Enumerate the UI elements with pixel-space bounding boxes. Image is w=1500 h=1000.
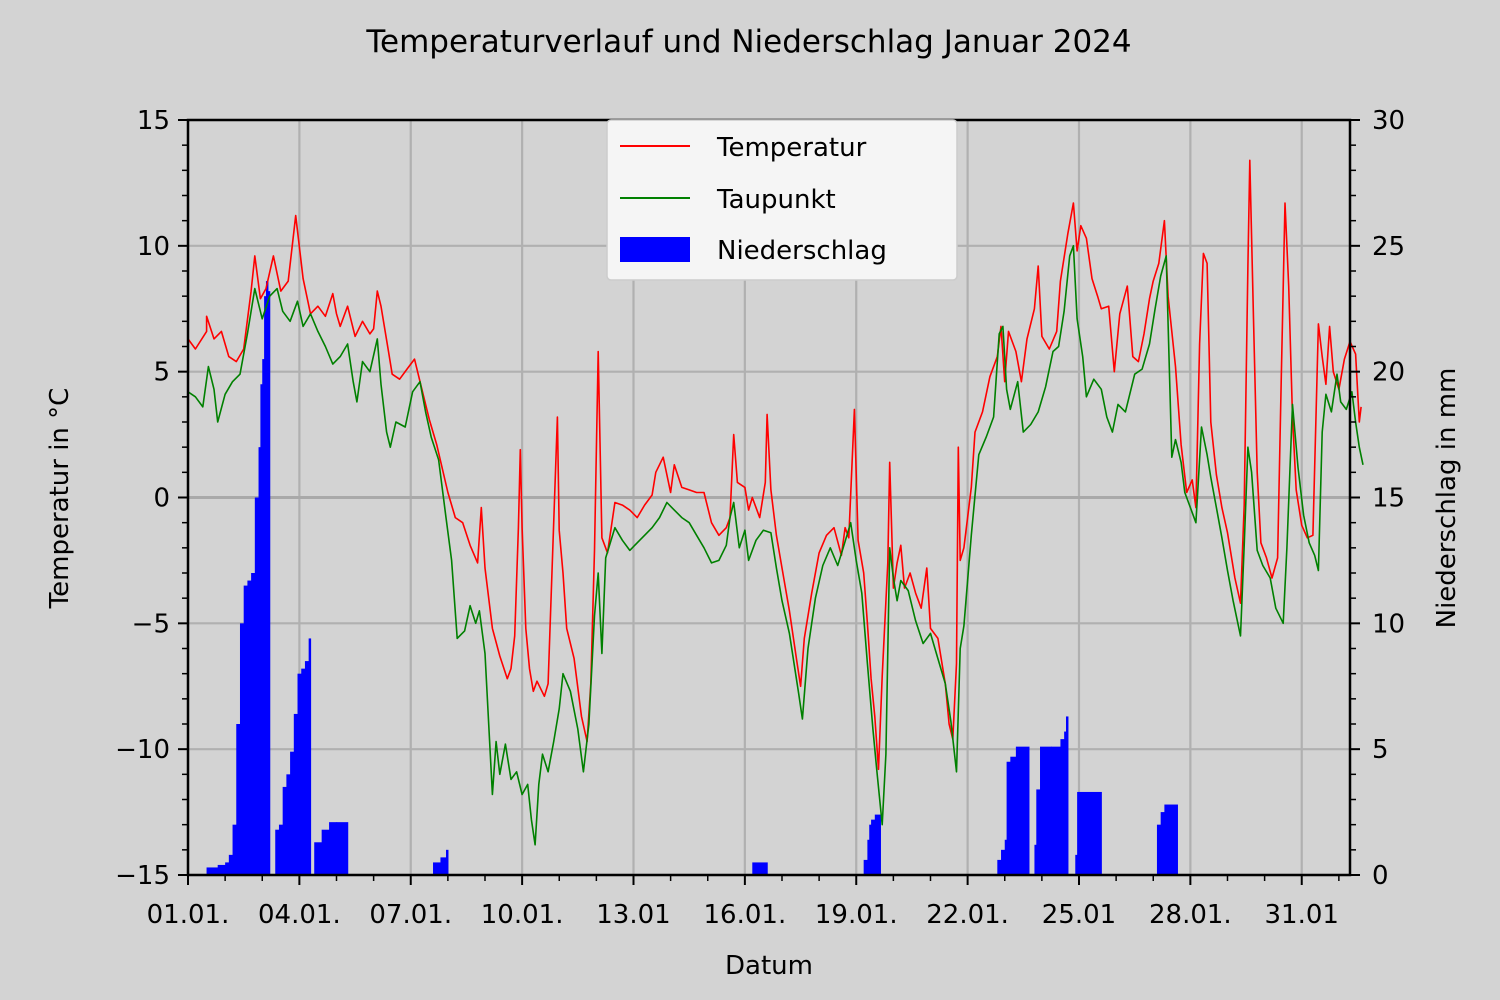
precipitation-bar (1075, 854, 1078, 875)
precipitation-bar (752, 862, 768, 875)
y-tick-label-right: 15 (1372, 484, 1405, 514)
precipitation-bar (247, 580, 252, 875)
precipitation-bar (329, 822, 338, 875)
y-tick-label-left: −5 (132, 609, 170, 639)
y-tick-label-right: 5 (1372, 735, 1389, 765)
precipitation-bar (290, 751, 295, 875)
precipitation-bar (1060, 739, 1065, 875)
precipitation-bar (314, 842, 323, 875)
x-tick-label: 16.01. (704, 900, 787, 930)
precipitation-bar (217, 864, 226, 875)
y-tick-label-left: −15 (115, 861, 170, 891)
precipitation-bar (1156, 824, 1162, 875)
x-tick-label: 07.01. (369, 900, 452, 930)
precipitation-bar (1004, 839, 1008, 875)
precipitation-bar (1010, 756, 1017, 875)
precipitation-bar (304, 661, 310, 875)
precipitation-bar (1064, 731, 1067, 875)
precipitation-bar (1036, 789, 1041, 875)
precipitation-bar (225, 862, 230, 875)
precipitation-bar (206, 867, 219, 875)
precipitation-bar (863, 859, 868, 875)
precipitation-bar (308, 638, 312, 875)
y-tick-label-right: 20 (1372, 358, 1405, 388)
precipitation-bar (1034, 844, 1037, 875)
chart-title: Temperaturverlauf und Niederschlag Janua… (365, 24, 1131, 60)
legend-box (606, 119, 958, 281)
legend-item-dewpoint-label: Taupunkt (716, 185, 836, 215)
y-tick-label-right: 0 (1372, 861, 1389, 891)
precipitation-bar (867, 839, 870, 875)
precipitation-bar (264, 296, 267, 876)
precipitation-bar (251, 573, 256, 875)
legend: Temperatur Taupunkt Niederschlag (606, 119, 958, 281)
precipitation-bar (336, 822, 349, 875)
y-tick-label-left: 15 (137, 106, 170, 136)
precipitation-bar (278, 824, 284, 875)
x-tick-label: 25.01 (1042, 900, 1116, 930)
precipitation-bar (236, 724, 241, 875)
precipitation-bar (275, 829, 280, 875)
precipitation-bar (1051, 746, 1062, 875)
x-tick-label: 01.01. (147, 900, 230, 930)
precipitation-bar (258, 447, 261, 875)
precipitation-bar (260, 384, 263, 875)
precipitation-bar (265, 281, 269, 876)
y-tick-label-right: 10 (1372, 609, 1405, 639)
precipitation-bar (1077, 791, 1102, 875)
precipitation-bar (321, 829, 330, 875)
precipitation-bar (1040, 746, 1052, 875)
y-axis-label-left: Temperatur in °C (45, 388, 75, 610)
x-tick-label: 28.01. (1149, 900, 1232, 930)
precipitation-bar (286, 774, 291, 875)
y-tick-label-left: −10 (115, 735, 170, 765)
precipitation-bar (254, 497, 260, 875)
precipitation-bar (297, 673, 302, 875)
precipitation-bar (997, 859, 1002, 875)
x-tick-label: 22.01. (926, 900, 1009, 930)
legend-item-precipitation-label: Niederschlag (717, 236, 887, 266)
y-tick-label-left: 0 (153, 484, 170, 514)
y-tick-label-right: 30 (1372, 106, 1405, 136)
precipitation-bar (871, 819, 876, 875)
x-axis-label: Datum (725, 951, 813, 981)
precipitation-bar (282, 786, 287, 875)
y-axis-label-right: Niederschlag in mm (1432, 368, 1462, 629)
legend-item-temperature-label: Temperatur (716, 133, 867, 163)
precipitation-bar (228, 854, 234, 875)
precipitation-bar (267, 291, 271, 876)
precipitation-bar (440, 857, 447, 875)
precipitation-bar (1001, 849, 1006, 875)
precipitation-bar (1164, 804, 1178, 875)
precipitation-bar (232, 824, 237, 875)
precipitation-bar (446, 849, 449, 875)
x-tick-label: 31.01 (1265, 900, 1339, 930)
precipitation-bar (243, 585, 248, 875)
y-tick-label-left: 10 (137, 232, 170, 262)
precipitation-bar (293, 713, 299, 875)
precipitation-bar (1006, 761, 1011, 875)
precipitation-bar (1160, 812, 1165, 875)
dewpoint-line (187, 245, 1364, 846)
precipitation-bar (1065, 716, 1069, 875)
precipitation-bar (262, 359, 265, 875)
x-tick-label: 04.01. (258, 900, 341, 930)
precipitation-bar (869, 824, 872, 875)
precipitation-bar (433, 862, 442, 875)
precipitation-bar (301, 668, 306, 875)
precipitation-bar (874, 814, 881, 875)
x-tick-label: 10.01. (481, 900, 564, 930)
precipitation-bar (1015, 746, 1030, 875)
precipitation-bar (239, 623, 245, 875)
temperature-line (187, 159, 1362, 771)
y-tick-label-right: 25 (1372, 232, 1405, 262)
x-tick-label: 13.01 (596, 900, 670, 930)
legend-item-precipitation-swatch (620, 237, 690, 262)
x-tick-label: 19.01. (815, 900, 898, 930)
y-tick-label-left: 5 (153, 358, 170, 388)
